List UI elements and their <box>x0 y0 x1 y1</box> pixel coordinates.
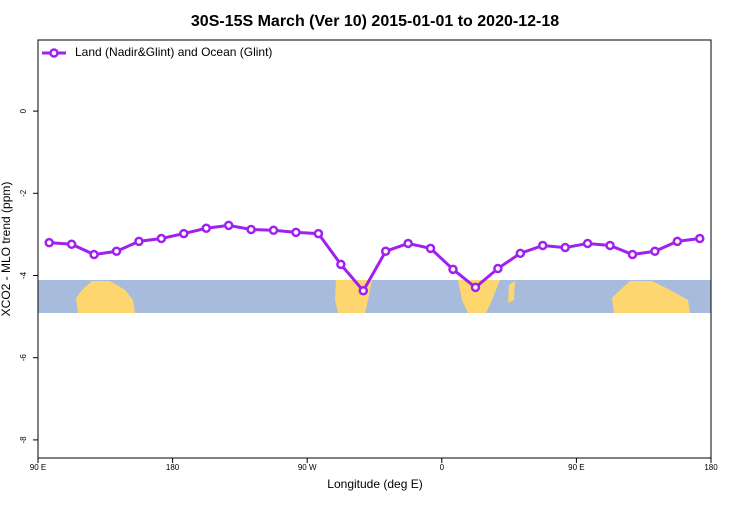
data-point <box>470 282 481 293</box>
data-point <box>111 246 122 257</box>
data-point <box>448 264 458 275</box>
x-axis-label: Longitude (deg E) <box>327 477 422 491</box>
y-axis-label: XCO2 - MLO trend (ppm) <box>0 182 13 317</box>
legend-label: Land (Nadir&Glint) and Ocean (Glint) <box>75 45 272 59</box>
data-point <box>358 285 369 296</box>
x-tick-label: 90 E <box>568 463 584 472</box>
data-point <box>89 249 99 260</box>
data-point <box>515 248 526 259</box>
plot-frame <box>37 39 712 459</box>
y-tick-label: -8 <box>19 436 28 444</box>
data-point <box>44 237 54 248</box>
data-point <box>672 236 683 247</box>
y-tick-label: -2 <box>19 189 28 197</box>
data-point <box>582 238 593 249</box>
y-tick-label: -4 <box>19 271 28 279</box>
data-point <box>403 238 413 249</box>
data-point <box>268 225 279 236</box>
y-tick-label: -6 <box>19 354 28 362</box>
data-point <box>201 223 211 233</box>
data-point <box>156 233 167 244</box>
legend-marker <box>49 48 59 58</box>
data-point <box>380 246 391 257</box>
y-tick-label: 0 <box>19 108 28 113</box>
data-point <box>223 220 234 231</box>
data-point <box>336 259 346 270</box>
data-point <box>66 239 77 250</box>
x-tick-label: 180 <box>704 463 718 472</box>
x-tick-label: 0 <box>440 463 445 472</box>
x-tick-label: 180 <box>166 463 180 472</box>
data-point <box>134 236 144 247</box>
data-point <box>246 224 256 235</box>
data-point <box>650 246 660 257</box>
data-point <box>493 263 503 274</box>
x-tick-label: 90 E <box>30 463 46 472</box>
data-point <box>560 242 570 253</box>
data-point <box>313 228 324 239</box>
data-point <box>627 249 638 260</box>
data-point <box>291 227 301 238</box>
data-point <box>695 233 705 244</box>
data-point <box>425 243 436 254</box>
chart-title: 30S-15S March (Ver 10) 2015-01-01 to 202… <box>191 13 559 30</box>
x-tick-label: 90 W <box>298 463 317 472</box>
data-point <box>538 240 548 251</box>
data-point <box>605 240 615 251</box>
data-point <box>179 228 189 239</box>
map-strip <box>38 280 711 313</box>
